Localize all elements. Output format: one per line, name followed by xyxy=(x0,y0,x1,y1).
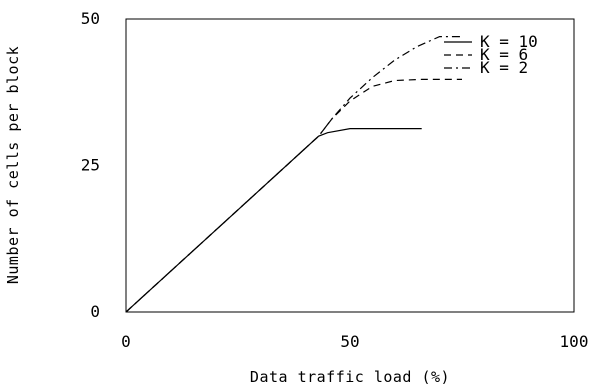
legend-label-1: K = 6 xyxy=(480,45,528,64)
y-tick-label: 25 xyxy=(81,156,100,175)
x-tick-label: 0 xyxy=(121,332,131,351)
y-tick-label: 0 xyxy=(90,302,100,321)
legend-label-2: K = 2 xyxy=(480,58,528,77)
plot-area xyxy=(125,18,575,313)
x-tick-labels: 0 50 100 xyxy=(121,332,588,351)
x-tick-label: 100 xyxy=(560,332,589,351)
x-tick-label: 50 xyxy=(340,332,359,351)
series-lines xyxy=(125,35,462,313)
x-axis-label: Data traffic load (%) xyxy=(250,368,450,386)
series-line-1 xyxy=(125,78,462,313)
legend: K = 10K = 6K = 2 xyxy=(444,32,538,77)
series-line-0 xyxy=(125,128,422,313)
legend-label-0: K = 10 xyxy=(480,32,538,51)
series-line-2 xyxy=(125,35,462,313)
y-axis-label: Number of cells per block xyxy=(4,46,22,284)
y-tick-label: 50 xyxy=(81,9,100,28)
y-tick-labels: 0 25 50 xyxy=(81,9,100,321)
